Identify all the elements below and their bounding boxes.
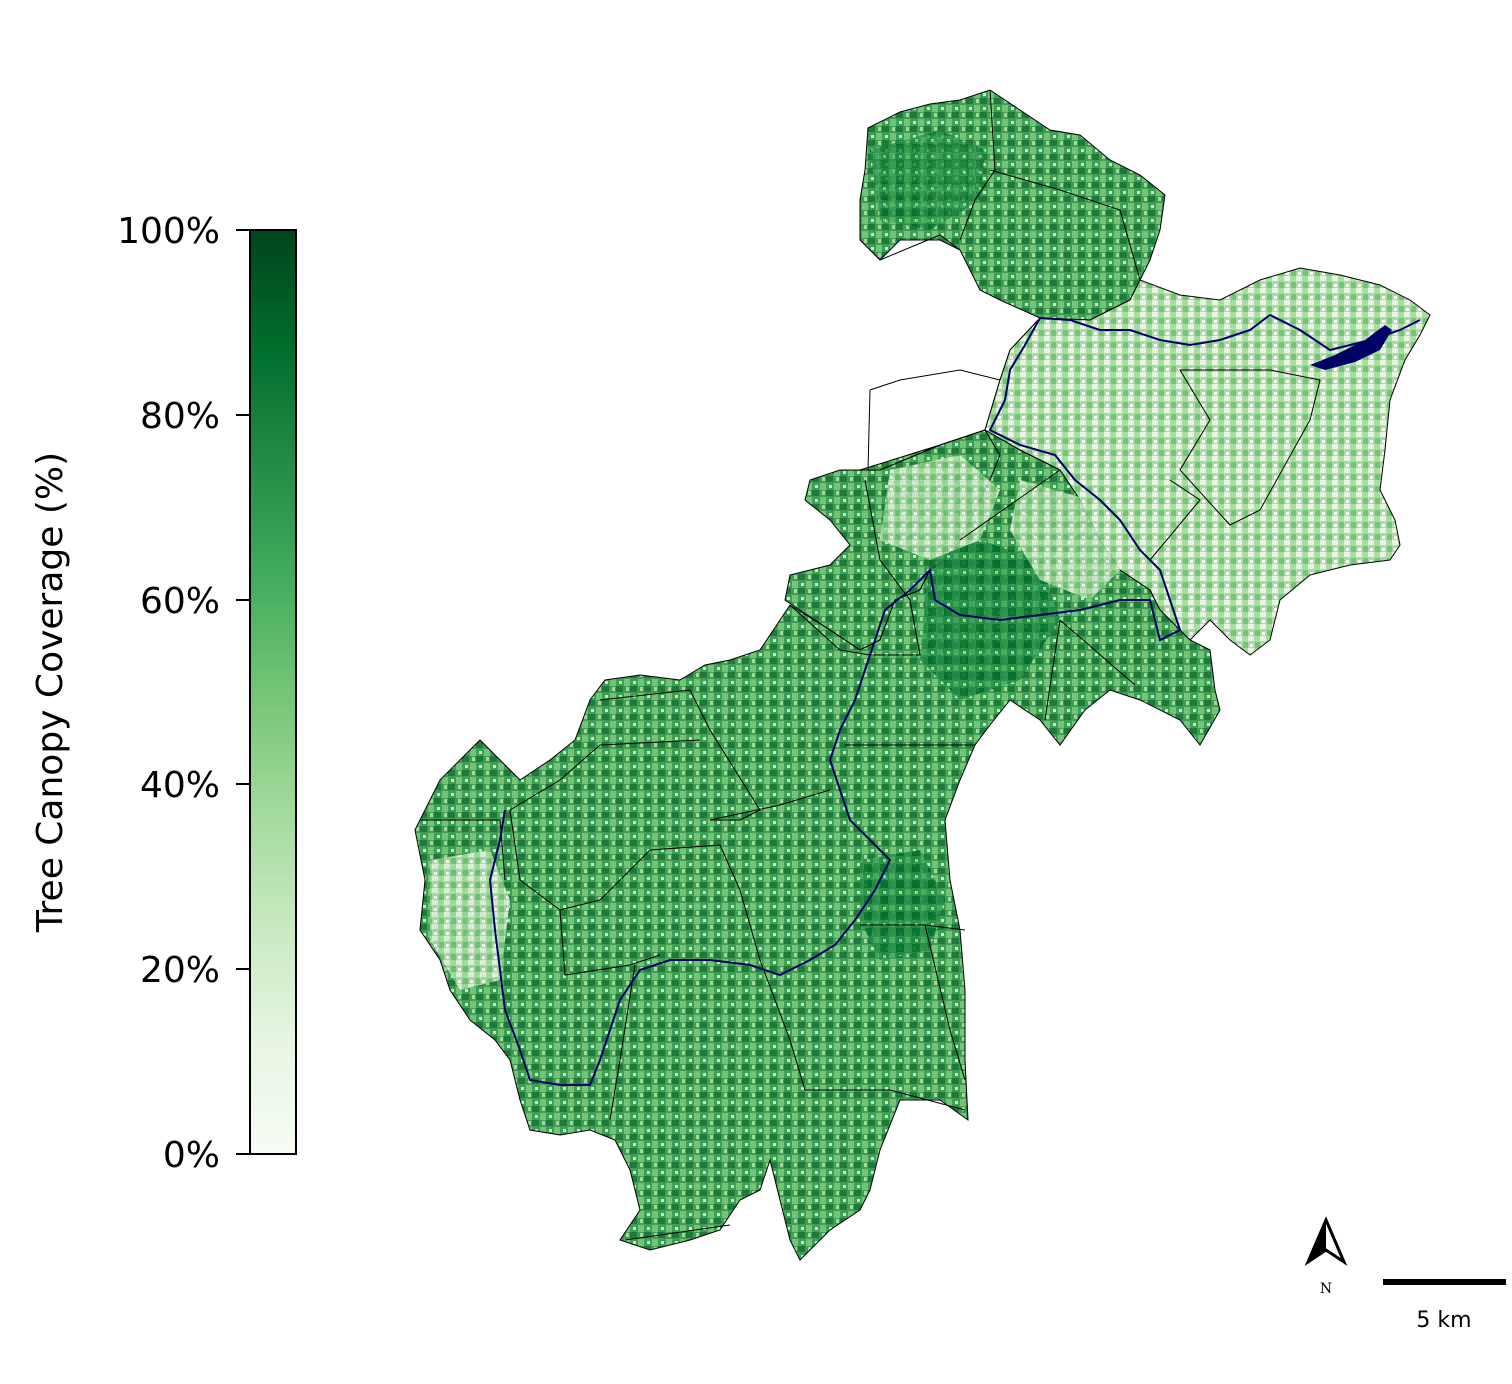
tick-label-80: 80% bbox=[140, 396, 220, 437]
canopy-map bbox=[414, 89, 1431, 1261]
colorbar-legend: 100% 80% 60% 40% 20% 0% Tree Canopy Cove… bbox=[30, 211, 297, 1176]
reservoir bbox=[1310, 325, 1392, 370]
north-label: N bbox=[1320, 1281, 1332, 1297]
scale-bar-line bbox=[1383, 1279, 1506, 1285]
river bbox=[488, 313, 1421, 1086]
tick-label-0: 0% bbox=[163, 1135, 220, 1176]
colorbar-ticks bbox=[236, 229, 250, 1155]
tick-label-100: 100% bbox=[117, 211, 220, 252]
tick-label-60: 60% bbox=[140, 581, 220, 622]
tick-label-40: 40% bbox=[140, 765, 220, 806]
dense-canopy-patch bbox=[870, 130, 985, 230]
district-boundaries bbox=[420, 89, 1321, 1241]
colorbar bbox=[249, 229, 297, 1155]
scale-bar-label: 5 km bbox=[1416, 1308, 1471, 1333]
north-arrow: N bbox=[1304, 1216, 1348, 1297]
dense-canopy-patch bbox=[920, 540, 1060, 700]
scale-bar: 5 km bbox=[1383, 1279, 1506, 1333]
river-line bbox=[488, 313, 1421, 1086]
sparse-canopy-patch bbox=[430, 850, 510, 990]
region-north bbox=[784, 89, 1166, 651]
colorbar-title: Tree Canopy Coverage (%) bbox=[30, 452, 71, 933]
sparse-canopy-patch bbox=[880, 455, 1000, 560]
tick-label-20: 20% bbox=[140, 950, 220, 991]
sparse-canopy-patch bbox=[1010, 480, 1130, 600]
